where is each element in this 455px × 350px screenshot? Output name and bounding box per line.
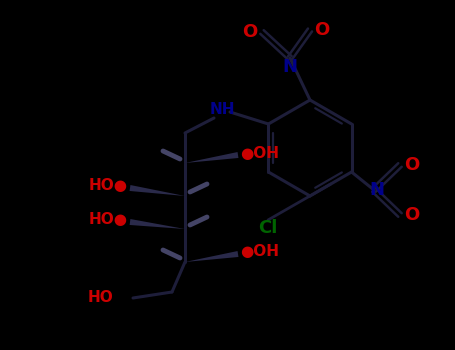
Polygon shape	[130, 185, 185, 196]
Polygon shape	[185, 152, 238, 163]
Text: HO: HO	[87, 290, 113, 306]
Text: HO●: HO●	[89, 212, 128, 228]
Text: ●OH: ●OH	[240, 245, 279, 259]
Text: NH: NH	[209, 103, 235, 118]
Text: ●OH: ●OH	[240, 146, 279, 161]
Polygon shape	[130, 219, 185, 229]
Text: O: O	[404, 156, 420, 174]
Text: O: O	[404, 206, 420, 224]
Text: O: O	[243, 23, 258, 41]
Text: N: N	[283, 58, 298, 76]
Polygon shape	[185, 251, 238, 262]
Text: HO●: HO●	[89, 178, 128, 194]
Text: Cl: Cl	[258, 219, 278, 237]
Text: N: N	[369, 181, 384, 199]
Text: O: O	[314, 21, 329, 39]
